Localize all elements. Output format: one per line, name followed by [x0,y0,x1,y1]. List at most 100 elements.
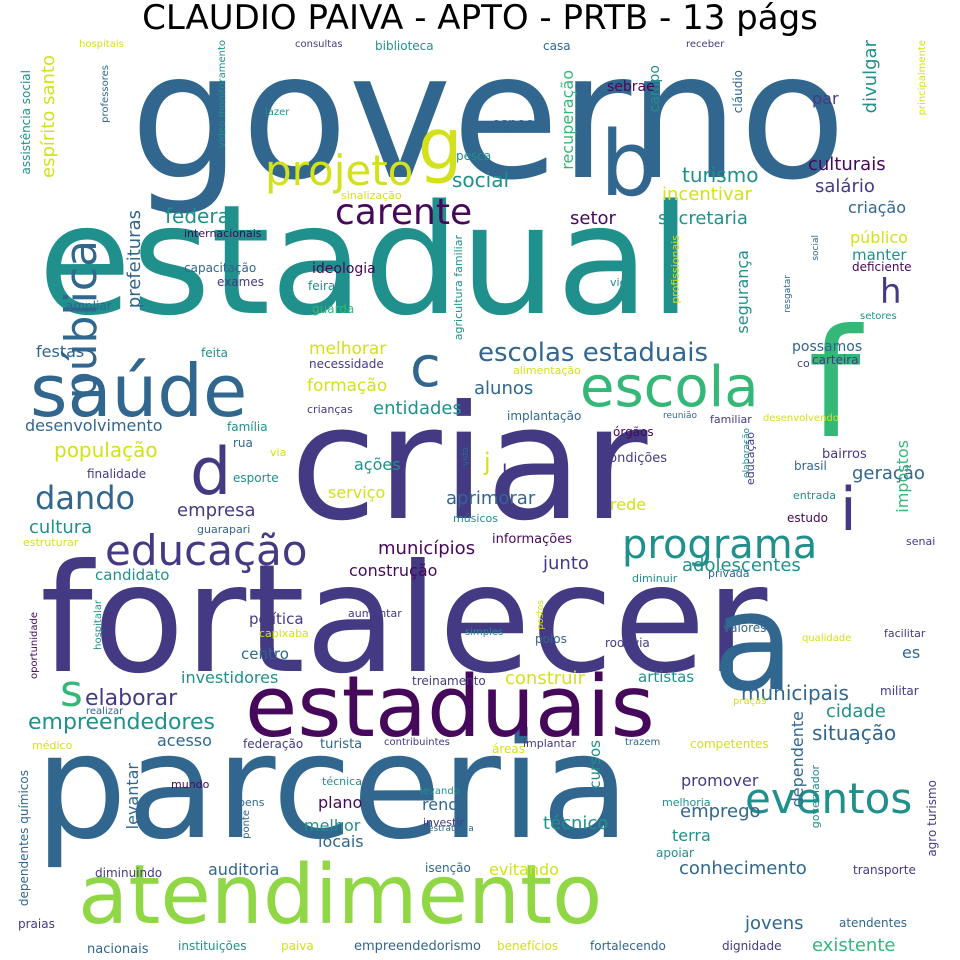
word-reuniao: reunião [663,411,697,421]
word-lazer: lazer [265,107,290,118]
word-prefeituras: prefeituras [124,210,145,309]
word-investir: investir [423,816,464,829]
word-estrategia: estratégia [428,824,474,834]
word-guarda: guarda [312,302,355,316]
word-instituicoes: instituições [178,939,247,953]
word-alunos: alunos [474,378,534,399]
word-claudio: cláudio [731,70,745,114]
word-junto: junto [543,553,589,574]
word-facilitar: facilitar [884,627,926,640]
word-orgaos: órgãos [613,425,654,439]
word-competentes: competentes [690,737,769,751]
word-secretaria: secretaria [658,208,748,229]
word-carente: carente [335,192,473,233]
word-video-monitoramento: vídeo monitoramento [217,40,228,149]
word-hospitalar: hospitalar [93,600,104,650]
word-isencao: isenção [425,861,471,875]
word-hospitais: hospitais [79,39,124,50]
word-empreendedores: empreendedores [28,710,215,735]
word-setor: setor [570,208,616,229]
word-resgatar: resgatar [783,275,793,313]
word-locais: locais [318,832,364,851]
word-empresa: empresa [177,500,256,521]
word-espirito-santo: espírito santo [38,55,59,178]
word-tecnico: técnico [543,813,609,834]
word-finalidade: finalidade [87,467,147,481]
word-k: k [502,460,514,484]
word-melhor: melhor [304,816,361,835]
word-promover: promover [681,771,759,790]
word-valores: valores [723,621,767,635]
word-dignidade: dignidade [722,939,782,953]
word-governo: governo [130,16,847,219]
word-pracas: praças [733,696,767,707]
word-principalmente: principalmente [917,40,928,116]
word-sinalizacao: sinalização [341,189,402,202]
word-co: co [797,357,810,370]
word-especial: especial [492,116,550,132]
word-fortalecendo: fortalecendo [590,939,666,953]
page-title: CLAUDIO PAIVA - APTO - PRTB - 13 págs [142,0,818,38]
word-oportunidade: oportunidade [29,612,40,680]
word-publico: público [850,228,908,247]
word-saude: saúde [30,349,248,433]
word-f: f [808,298,861,472]
word-melhorar: melhorar [309,339,387,359]
word-construcao: construção [349,561,438,580]
word-jovens: jovens [745,913,804,934]
word-escolas-estaduais: escolas estaduais [478,338,709,368]
word-estaduais: estaduais [245,658,655,757]
word-dependentes-quimicos: dependentes químicos [17,770,31,907]
word-atendimento: atendimento [78,848,603,943]
word-agro-turismo: agro turismo [925,780,939,857]
word-artistas: artistas [638,668,695,686]
word-capixaba: capixaba [259,627,309,640]
word-postos: postos [536,600,546,630]
word-alimentacao: alimentação [513,364,581,377]
word-diminuindo: diminuindo [95,866,163,880]
word-feiras: feiras [308,279,342,293]
word-renda: renda [422,795,469,814]
word-divulgar: divulgar [860,40,881,114]
word-brasil: brasil [794,459,827,473]
word-cursos: cursos [586,740,604,789]
word-deficiente: deficiente [852,260,912,274]
word-investidores: investidores [181,668,279,687]
word-simples: simples [465,627,504,638]
word-assistencia-social: assistência social [19,70,33,175]
word-conhecimento: conhecimento [679,858,807,879]
word-biblioteca: biblioteca [375,39,434,53]
word-setores: setores [860,311,897,322]
word-via: via [270,446,287,459]
word-medico: médico [32,739,73,752]
word-praias: praias [18,917,55,931]
word-agricultura-familiar: agricultura familiar [452,235,465,341]
word-atendentes: atendentes [839,916,907,930]
word-publica: pública [56,240,107,400]
word-construir: construir [505,668,585,689]
word-ponte: ponte [241,810,252,839]
word-c: c [410,335,441,400]
word-casa: casa [543,39,571,53]
word-recuperacao: recuperação [558,70,577,170]
word-salario: salário [815,176,875,197]
word-adolescentes: adolescentes [682,555,801,576]
word-bairros: bairros [822,447,867,462]
word-j: j [484,448,491,476]
word-educacao: educação [105,526,308,575]
word-educacao: educação [744,432,757,486]
word-estudo: estudo [787,511,828,525]
word-guarapari: guarapari [197,523,251,536]
word-ampliar: ampliar [66,299,112,313]
word-entrada: entrada [793,489,837,502]
word-turista: turista [320,737,363,752]
word-g: g [418,104,463,186]
word-receber: receber [686,39,725,50]
word-d: d [190,435,232,510]
word-federal: federal [165,204,236,228]
word-dando: dando [35,479,136,517]
word-municipios: municípios [378,538,476,559]
word-populacao: população [54,438,158,462]
